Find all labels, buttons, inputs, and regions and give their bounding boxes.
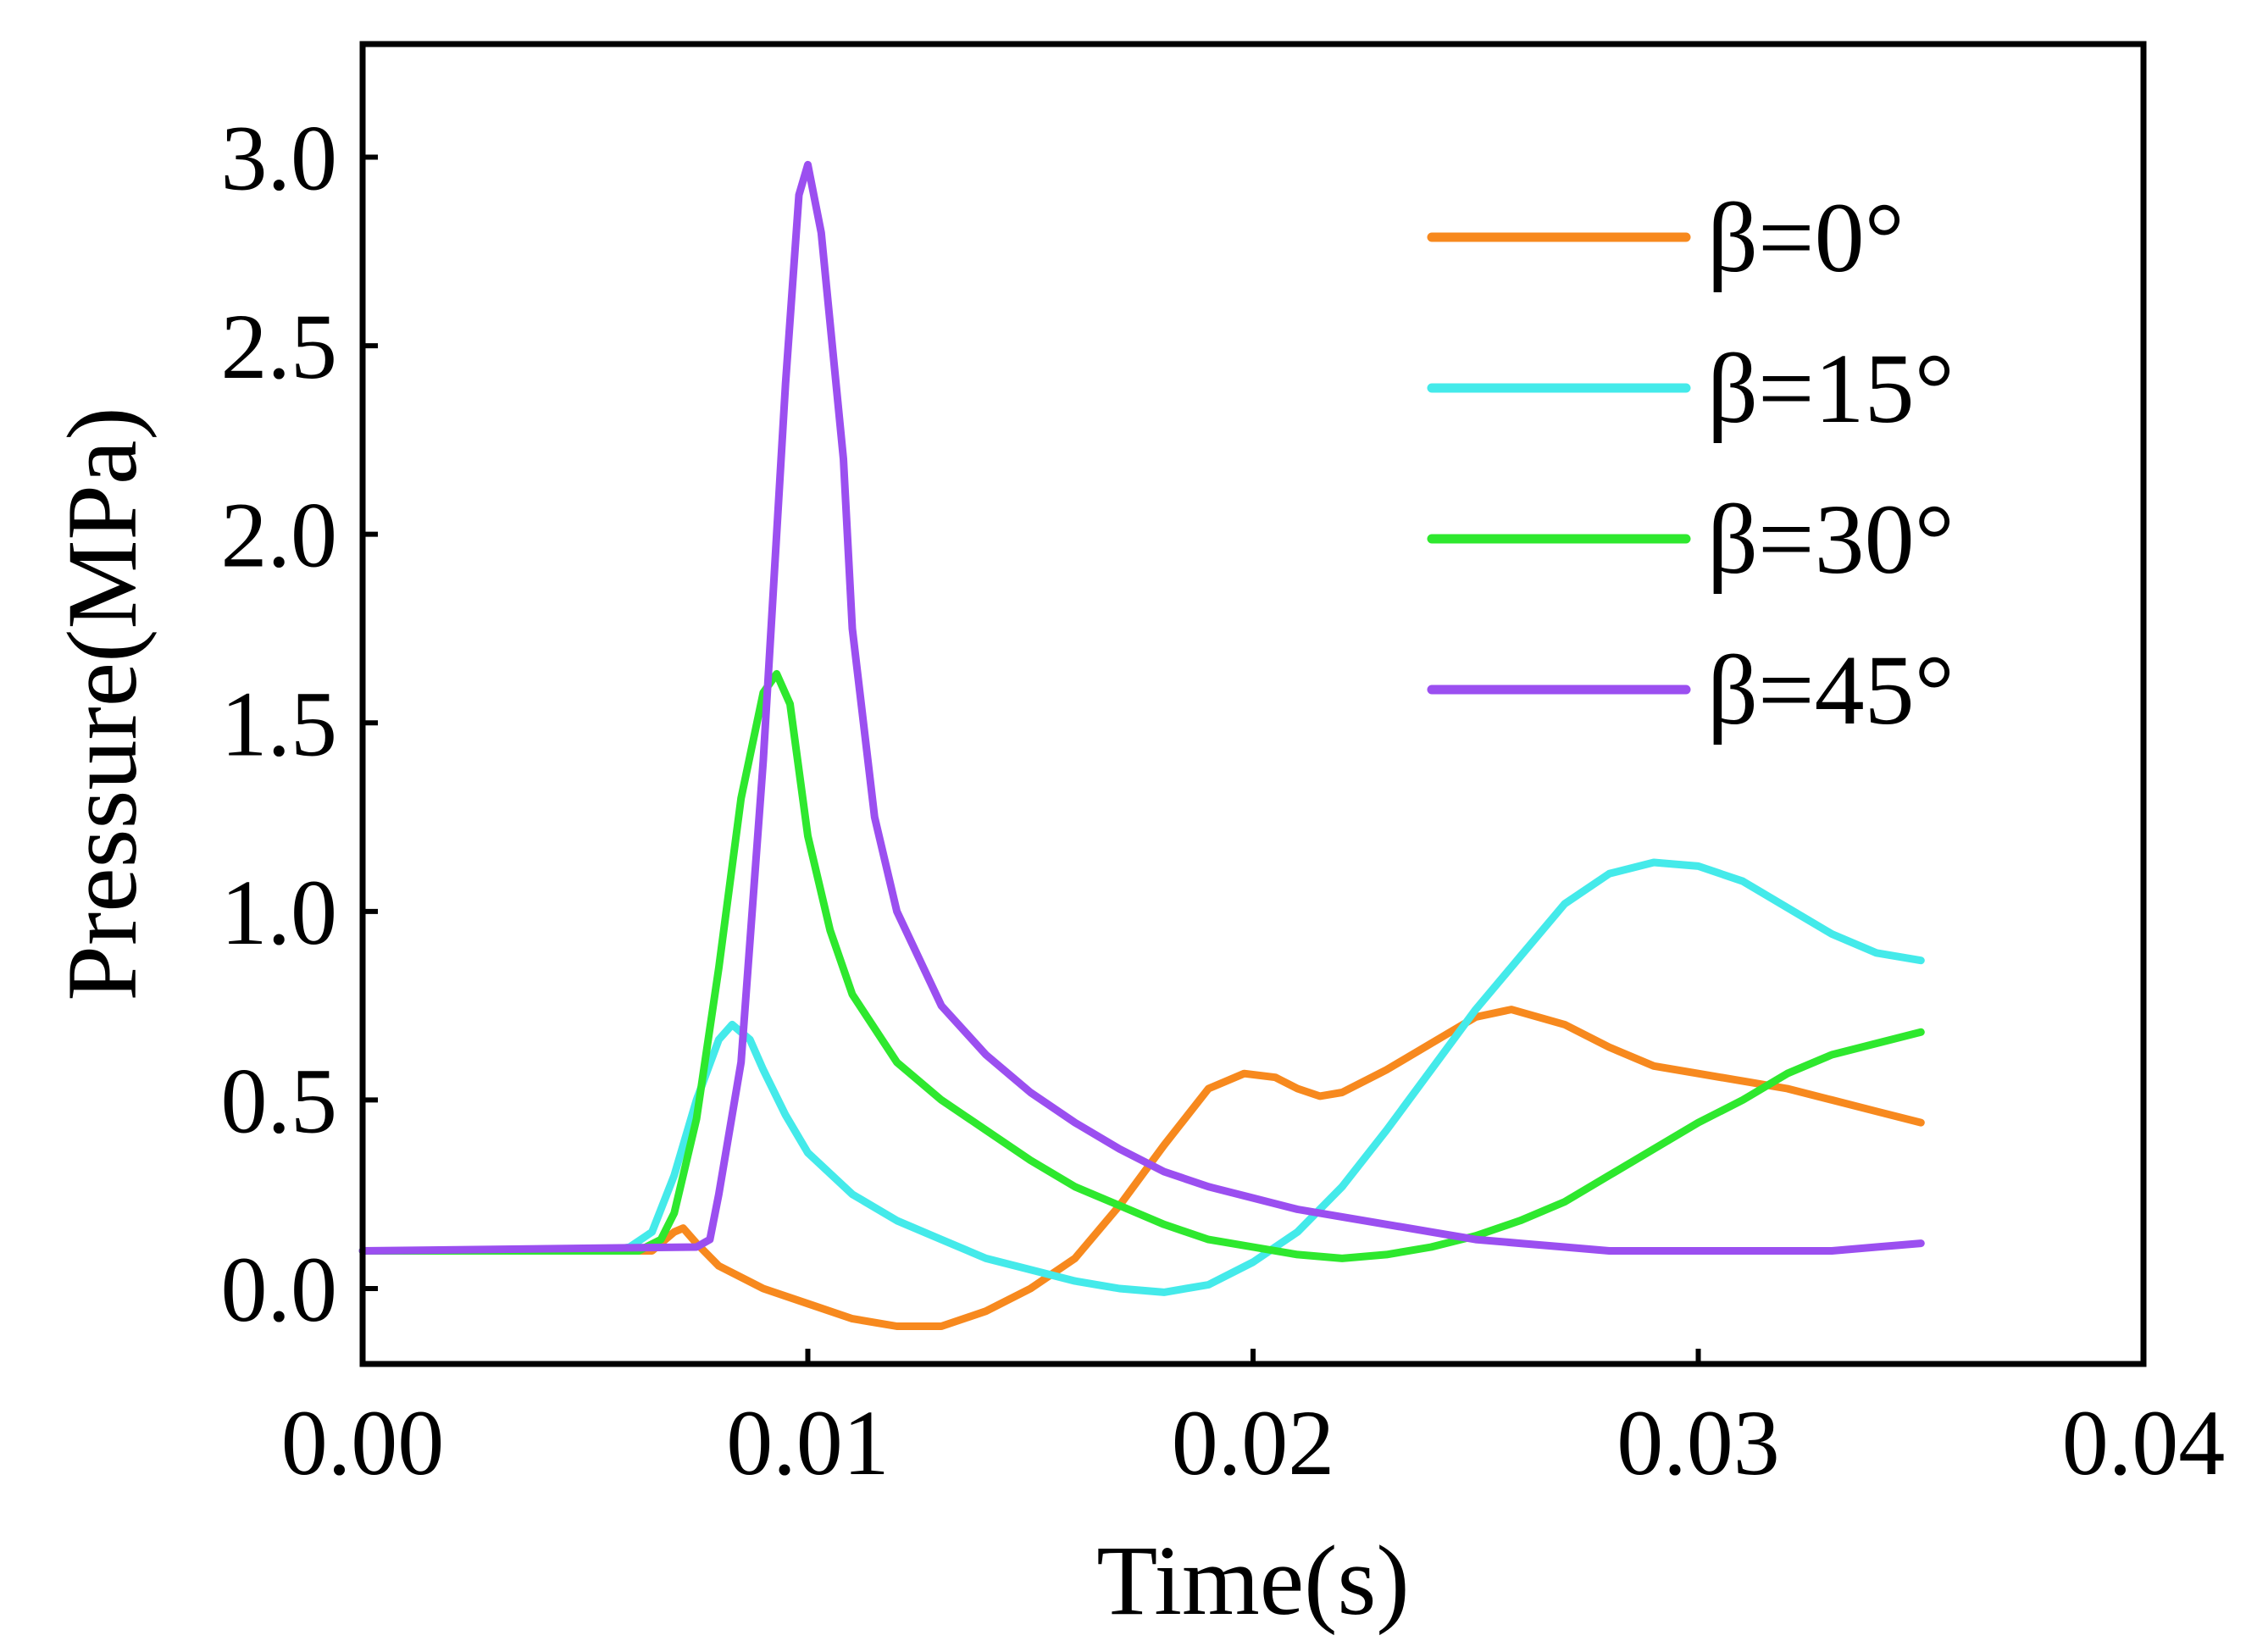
legend-label-1: β=15° bbox=[1707, 333, 1955, 444]
y-axis-title: Pressure(MPa) bbox=[47, 407, 158, 1001]
series-layer bbox=[358, 160, 1925, 1330]
x-axis-title: Time(s) bbox=[1096, 1525, 1409, 1636]
series-line-3 bbox=[358, 160, 1925, 1255]
x-tick-label: 0.00 bbox=[281, 1391, 445, 1494]
y-tick-label: 1.0 bbox=[221, 861, 338, 964]
y-tick-label: 2.0 bbox=[221, 484, 338, 587]
x-tick-label: 0.04 bbox=[2062, 1391, 2226, 1494]
legend-label-0: β=0° bbox=[1707, 182, 1905, 293]
x-tick-label: 0.01 bbox=[726, 1391, 890, 1494]
legend-label-2: β=30° bbox=[1707, 484, 1955, 595]
legend: β=0° β=15° β=30° β=45° bbox=[1427, 182, 1955, 746]
legend-label-3: β=45° bbox=[1707, 635, 1955, 746]
y-tick-label: 0.0 bbox=[221, 1238, 338, 1341]
series-line-0 bbox=[358, 1006, 1925, 1330]
series-line-1 bbox=[358, 858, 1925, 1296]
y-tick-label: 2.5 bbox=[221, 295, 338, 398]
y-axis-ticks: 0.0 0.5 1.0 1.5 2.0 2.5 3.0 bbox=[221, 107, 378, 1341]
y-tick-label: 0.5 bbox=[221, 1049, 338, 1152]
series-line-2 bbox=[358, 669, 1925, 1262]
x-axis-ticks: 0.00 0.01 0.02 0.03 0.04 bbox=[281, 1349, 2226, 1494]
y-tick-label: 3.0 bbox=[221, 107, 338, 210]
x-tick-label: 0.03 bbox=[1617, 1391, 1780, 1494]
y-tick-label: 1.5 bbox=[221, 672, 338, 775]
x-tick-label: 0.02 bbox=[1172, 1391, 1335, 1494]
